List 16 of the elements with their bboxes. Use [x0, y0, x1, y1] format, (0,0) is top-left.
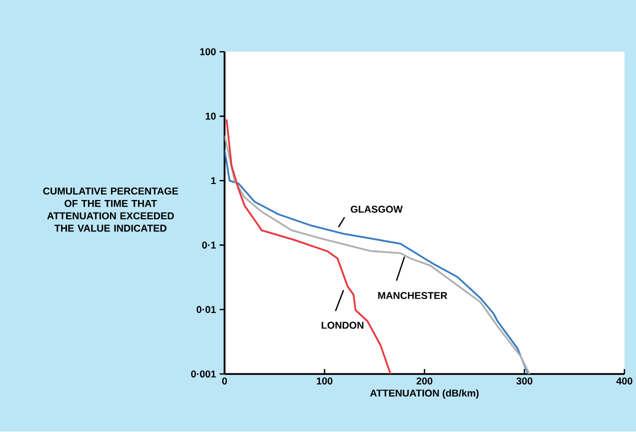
y-axis-title: CUMULATIVE PERCENTAGE OF THE TIME THAT ATTENUATION EXCEEDED THE VALUE INDICATED	[43, 188, 178, 232]
y-tick-label: 0·01	[196, 306, 216, 314]
y-tick-label: 0·1	[202, 242, 216, 249]
x-tick-label: 400	[616, 378, 632, 385]
y-tick-label: 0·001	[191, 370, 216, 378]
y-tick-label: 1	[211, 177, 216, 184]
series-label: MANCHESTER	[378, 292, 448, 300]
y-tick-label: 100	[200, 48, 216, 56]
x-tick-label: 300	[516, 378, 532, 385]
series-label: LONDON	[322, 322, 364, 329]
y-tick-label: 10	[206, 112, 216, 120]
text: GLASGOW	[350, 206, 403, 213]
x-tick-label: 100	[316, 378, 332, 385]
x-tick-label: 0	[222, 378, 227, 385]
x-tick-label: 200	[416, 378, 432, 385]
x-axis-title: ATTENUATION (dB/km)	[370, 389, 479, 399]
